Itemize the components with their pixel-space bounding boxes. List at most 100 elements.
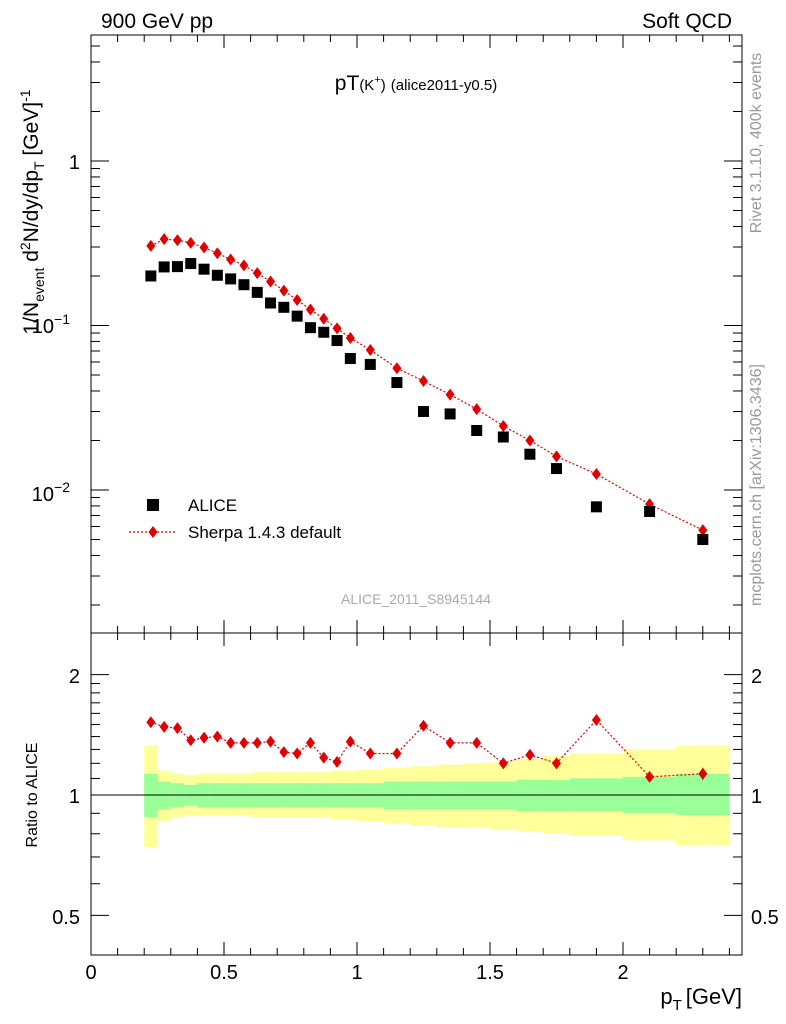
ratio-sherpa-point-4 bbox=[199, 731, 209, 744]
ratio-band-stat-19 bbox=[436, 781, 464, 810]
x-tick-label-1: 1 bbox=[351, 962, 362, 984]
ratio-sherpa-point-20 bbox=[472, 736, 482, 749]
ratio-panel-frame bbox=[90, 632, 743, 956]
main-alice-point-26 bbox=[697, 534, 709, 546]
ratio-sherpa-point-0 bbox=[146, 716, 156, 729]
main-sherpa-point-23 bbox=[552, 450, 561, 463]
ratio-sherpa-point-7 bbox=[239, 736, 249, 749]
y-label-part3: N/dy/dp bbox=[20, 170, 43, 242]
y-tick-0.1-exp: −1 bbox=[54, 311, 70, 327]
y-tick-label-1: 1 bbox=[69, 152, 80, 174]
ratio-tick-right-2: 2 bbox=[751, 666, 762, 688]
main-sherpa-point-14 bbox=[332, 322, 342, 335]
ratio-tick-left-0.5: 0.5 bbox=[52, 907, 80, 929]
main-alice-point-15 bbox=[344, 353, 356, 365]
x-tick-label-0: 0 bbox=[85, 962, 96, 984]
y-label-sup2: 2 bbox=[17, 242, 33, 250]
header-right: Soft QCD bbox=[642, 10, 732, 33]
ratio-sherpa-point-8 bbox=[252, 736, 262, 749]
x-tick-label-2: 2 bbox=[617, 962, 628, 984]
main-sherpa-point-18 bbox=[419, 374, 428, 387]
main-sherpa-point-12 bbox=[305, 303, 315, 316]
plot-title-particle: (K bbox=[359, 77, 374, 94]
main-alice-point-8 bbox=[251, 286, 263, 298]
main-alice-point-7 bbox=[238, 279, 250, 291]
legend: ALICE Sherpa 1.4.3 default bbox=[129, 496, 341, 542]
main-sherpa-point-1 bbox=[159, 233, 169, 246]
x-label-main: p bbox=[660, 984, 672, 1009]
ratio-band-stat-1 bbox=[157, 781, 171, 810]
y-label-part4: [GeV] bbox=[20, 102, 43, 162]
ratio-sherpa-point-23 bbox=[552, 757, 561, 770]
main-alice-point-25 bbox=[644, 506, 656, 518]
ratio-sherpa-point-24 bbox=[591, 713, 601, 726]
ratio-sherpa-point-22 bbox=[525, 748, 535, 761]
main-sherpa-point-0 bbox=[146, 239, 156, 252]
plot-title-close: ) bbox=[381, 77, 386, 94]
ratio-band-stat-18 bbox=[410, 781, 437, 810]
main-sherpa-line bbox=[150, 238, 704, 531]
main-alice-point-11 bbox=[291, 310, 303, 322]
ratio-band-stat-17 bbox=[383, 781, 411, 810]
main-alice-point-16 bbox=[364, 358, 376, 370]
plot-title-main: pT bbox=[335, 72, 360, 95]
main-alice-point-19 bbox=[444, 408, 456, 420]
ratio-sherpa-point-13 bbox=[319, 751, 329, 764]
ratio-sherpa-point-25 bbox=[645, 770, 655, 783]
y-axis-label: 1/Nevent d2N/dy/dpT [GeV]-1 bbox=[17, 89, 47, 334]
ratio-sherpa-point-9 bbox=[266, 735, 276, 748]
ratio-band-stat-21 bbox=[490, 781, 517, 810]
header-left: 900 GeV pp bbox=[101, 10, 213, 33]
main-alice-point-4 bbox=[198, 263, 210, 275]
ratio-sherpa-point-18 bbox=[419, 719, 428, 732]
y-tick-label-0.1: 10−1 bbox=[32, 311, 70, 338]
ratio-sherpa-point-17 bbox=[392, 747, 402, 760]
ratio-band-stat-22 bbox=[516, 780, 544, 812]
main-sherpa-series bbox=[146, 233, 708, 537]
main-alice-point-1 bbox=[158, 261, 170, 273]
ratio-sherpa-point-6 bbox=[226, 736, 236, 749]
axis-ticks bbox=[90, 35, 742, 955]
main-alice-point-6 bbox=[225, 273, 237, 285]
x-label-sub: T bbox=[673, 997, 682, 1014]
main-alice-series bbox=[145, 258, 709, 546]
ratio-sherpa-point-2 bbox=[172, 722, 182, 735]
legend-sherpa-label: Sherpa 1.4.3 default bbox=[188, 523, 341, 542]
ratio-sherpa-point-11 bbox=[292, 747, 302, 760]
legend-alice-marker bbox=[147, 499, 159, 511]
main-sherpa-point-8 bbox=[252, 267, 262, 280]
main-alice-point-0 bbox=[145, 270, 157, 282]
ratio-tick-left-2: 2 bbox=[69, 666, 80, 688]
main-sherpa-point-13 bbox=[319, 312, 329, 325]
ratio-band-stat-23 bbox=[543, 780, 570, 812]
ratio-sherpa-point-12 bbox=[305, 736, 315, 749]
ratio-sherpa-series bbox=[146, 713, 708, 783]
main-panel-frame bbox=[90, 34, 743, 634]
ratio-sherpa-point-21 bbox=[498, 757, 508, 770]
ratio-tick-left-1: 1 bbox=[69, 786, 80, 808]
main-sherpa-point-6 bbox=[226, 253, 236, 266]
main-alice-point-17 bbox=[391, 377, 403, 389]
ratio-band-stat-20 bbox=[463, 781, 490, 810]
main-alice-point-20 bbox=[471, 424, 483, 436]
ratio-uncertainty-bands bbox=[144, 745, 730, 848]
main-alice-point-5 bbox=[211, 269, 223, 281]
main-alice-point-23 bbox=[551, 463, 562, 475]
plot-title-charge: + bbox=[374, 74, 380, 86]
main-alice-point-22 bbox=[524, 448, 536, 460]
y-label-part1: 1/N bbox=[20, 302, 43, 335]
legend-sherpa-marker bbox=[148, 526, 158, 538]
y-label-part2: d bbox=[20, 250, 43, 268]
main-alice-point-18 bbox=[418, 406, 429, 418]
ratio-sherpa-point-26 bbox=[698, 767, 708, 780]
x-tick-label-0.5: 0.5 bbox=[210, 962, 238, 984]
analysis-id: ALICE_2011_S8945144 bbox=[341, 591, 491, 607]
y-label-sup4: -1 bbox=[17, 89, 33, 102]
ratio-axis-label: Ratio to ALICE bbox=[24, 743, 41, 848]
ratio-sherpa-point-15 bbox=[345, 735, 355, 748]
y-tick-label-0.01: 10−2 bbox=[32, 479, 70, 506]
ratio-sherpa-point-3 bbox=[186, 734, 196, 747]
main-sherpa-point-5 bbox=[212, 247, 222, 260]
main-alice-point-14 bbox=[331, 335, 343, 347]
